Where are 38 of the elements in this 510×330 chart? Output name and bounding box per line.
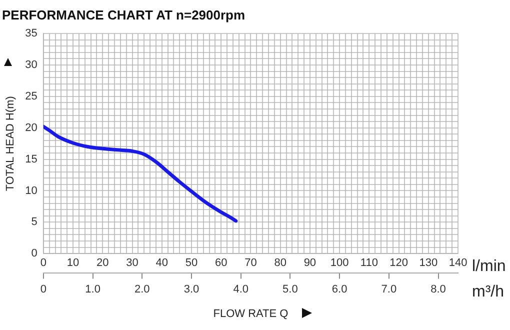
- y-tick-label: 20: [25, 122, 38, 134]
- x-tick-label: 20: [96, 257, 109, 270]
- x2-tick-label: 3.0: [184, 283, 200, 296]
- y-tick-label: 30: [25, 59, 38, 72]
- x-tick-label: 90: [304, 257, 316, 270]
- x2-tick-label: 5.0: [282, 283, 298, 296]
- text: FLOW RATE Q: [213, 308, 289, 320]
- x2-tick-label: 6.0: [332, 283, 348, 296]
- x-axis-title: l/min: [472, 258, 506, 276]
- y-tick-label: 25: [25, 90, 38, 102]
- y-tick-label: 5: [31, 216, 38, 228]
- x-tick-label: 0: [40, 257, 46, 270]
- x-tick-label: 80: [274, 257, 286, 270]
- y-axis-title: TOTAL HEAD H(m): [4, 96, 17, 192]
- x-tick-label: 70: [244, 257, 257, 270]
- x-tick-label: 50: [185, 257, 198, 270]
- x2-tick-label: 4.0: [233, 283, 248, 296]
- y-tick-label: 10: [25, 184, 38, 197]
- x-tick-label: 60: [214, 257, 228, 270]
- y-tick-label: 35: [25, 28, 38, 40]
- x-tick-label: 30: [126, 257, 138, 270]
- x-tick-label: 130: [419, 257, 438, 270]
- x2-tick-label: 0: [40, 283, 46, 296]
- x-tick-label: 10: [66, 257, 80, 270]
- x2-axis-title: m³/h: [472, 283, 504, 300]
- x-tick-label: 100: [330, 257, 349, 270]
- x-tick-label: 110: [360, 257, 378, 270]
- x-tick-label: 40: [156, 257, 168, 270]
- x2-tick-label: 7.0: [381, 283, 397, 296]
- x2-tick-label: 2.0: [134, 283, 150, 296]
- y-tick-label: 15: [25, 153, 38, 166]
- x-tick-label: 140: [448, 257, 468, 270]
- x2-tick-label: 8.0: [430, 283, 446, 296]
- chart-title: PERFORMANCE CHART AT n=2900rpm: [2, 7, 246, 22]
- y-tick-label: 0: [31, 248, 38, 260]
- line-series: [43, 124, 238, 223]
- x2-tick-label: 1.0: [85, 283, 100, 296]
- x-tick-label: 120: [390, 257, 408, 270]
